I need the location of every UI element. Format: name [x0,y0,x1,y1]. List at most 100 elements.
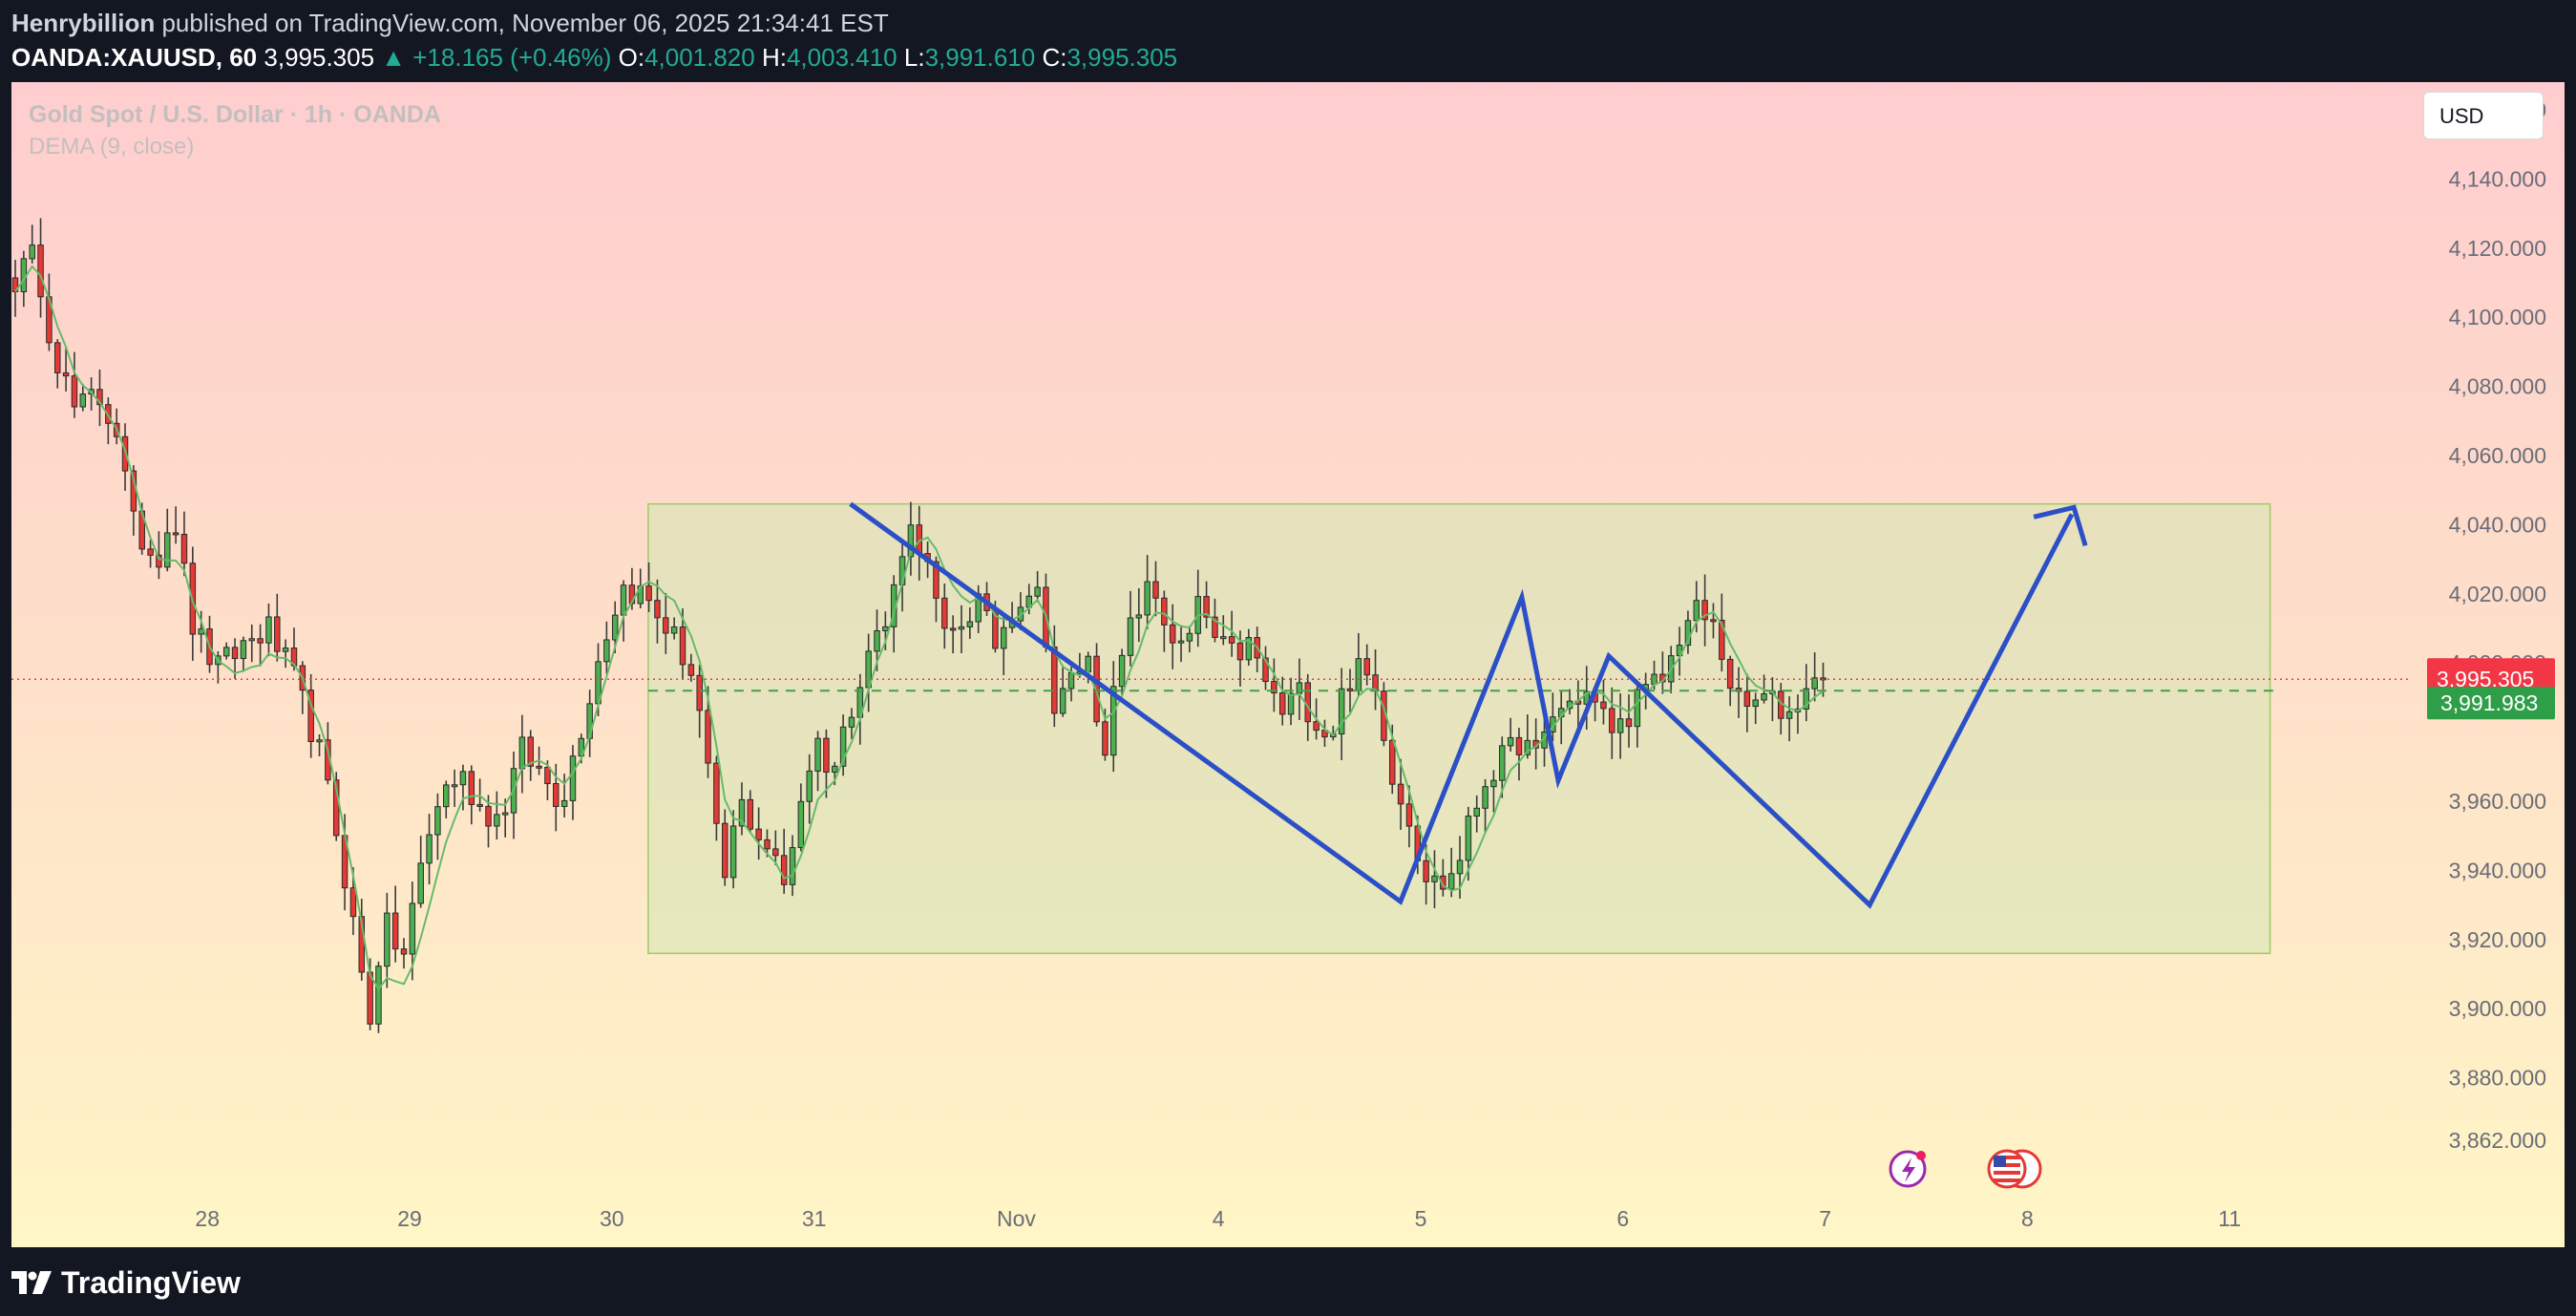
ohlc-line: OANDA:XAUUSD, 60 3,995.305 ▲ +18.165 (+0… [11,40,1177,74]
candle [1287,677,1295,726]
published-text: published on TradingView.com, November 0… [155,9,889,37]
candle [1397,758,1404,830]
time-tick-label: 4 [1213,1206,1225,1231]
time-tick-label: Nov [997,1206,1036,1231]
candle [1127,590,1134,667]
candle [966,607,974,640]
currency-button[interactable]: USD [2423,92,2544,139]
candle [29,224,35,264]
candle [1609,687,1615,759]
candle [1203,581,1210,628]
author-name[interactable]: Henrybillion [11,9,156,37]
candle [1271,658,1277,712]
candle [797,783,805,852]
candle [1785,696,1793,742]
candle [654,579,661,644]
time-tick-label: 29 [397,1206,422,1231]
candle [1447,847,1455,898]
price-tick-label: 4,020.000 [2449,582,2546,606]
candle [1473,795,1480,833]
dema-price-value: 3,991.983 [2440,690,2538,715]
candle [755,807,762,860]
chart-area[interactable]: 4,160.0004,140.0004,120.0004,100.0004,08… [11,82,2565,1247]
candle [603,621,610,674]
candle [417,836,424,908]
candle [958,605,965,654]
price-tick-label: 3,960.000 [2449,789,2546,814]
time-tick-label: 30 [600,1206,624,1231]
candle [527,730,534,781]
us-flag-icon[interactable] [1987,1149,2042,1189]
price-tick-label: 3,862.000 [2449,1128,2546,1153]
candle [156,531,162,580]
candle [1346,669,1354,713]
price-tick-label: 3,900.000 [2449,996,2546,1021]
candle [645,562,652,612]
candle [696,665,703,738]
candle [307,673,314,758]
time-tick-label: 11 [2218,1206,2241,1231]
candle [434,793,441,860]
candle [494,791,500,840]
candle [848,708,855,739]
candle [941,584,948,649]
candle [53,339,61,389]
indicator-title[interactable]: DEMA (9, close) [29,134,195,159]
candle [1152,561,1159,617]
candle [1752,692,1759,725]
candle [1423,843,1429,905]
lightning-icon[interactable] [1889,1150,1927,1188]
time-tick-label: 6 [1616,1206,1629,1231]
candle [180,511,188,577]
candle [1499,736,1506,798]
candle [839,714,847,776]
candle [789,835,796,897]
candle [1583,666,1590,731]
candle [569,745,577,820]
candle [375,961,382,1033]
candle [544,760,551,800]
candle [1144,555,1151,629]
candle [282,639,289,669]
symbol-label: OANDA:XAUUSD, 60 [11,43,258,72]
candle [274,593,281,662]
close-value: 3,995.305 [1066,43,1178,72]
high-label: H: [754,43,787,72]
brand-name[interactable]: TradingView [61,1264,241,1300]
projection-path [849,501,2075,909]
series-title[interactable]: Gold Spot / U.S. Dollar · 1h · OANDA [29,101,441,128]
candle [1482,778,1489,833]
candle [949,615,957,654]
candle [1701,574,1708,647]
candle [222,642,230,660]
candle [1278,676,1286,726]
candle [248,624,255,663]
high-value: 4,003.410 [786,43,897,72]
candle [560,774,568,817]
candle [1431,850,1438,908]
time-tick-label: 5 [1415,1206,1427,1231]
candle [1515,728,1523,781]
candle [780,828,788,894]
candle [806,754,813,824]
candle [459,764,467,811]
candle [823,729,830,798]
candle [1507,717,1514,752]
dema-line [14,265,1825,991]
publish-line: Henrybillion published on TradingView.co… [11,6,1177,40]
candle [121,423,129,491]
price-chart[interactable]: 4,160.0004,140.0004,120.0004,100.0004,08… [11,82,2565,1247]
candle [147,540,154,568]
dema-price-tag: 3,991.983 [2427,687,2555,720]
candle [1000,614,1007,675]
tradingview-logo-icon[interactable] [11,1271,52,1294]
candle [1625,694,1633,748]
candle [1135,588,1143,643]
price-tick-label: 4,080.000 [2449,374,2546,399]
last-price-text: 3,995.305 [257,43,382,72]
open-value: 4,001.820 [644,43,755,72]
candle [1220,615,1227,646]
candle [391,885,399,963]
candle [1726,655,1734,707]
candle [1600,679,1607,725]
